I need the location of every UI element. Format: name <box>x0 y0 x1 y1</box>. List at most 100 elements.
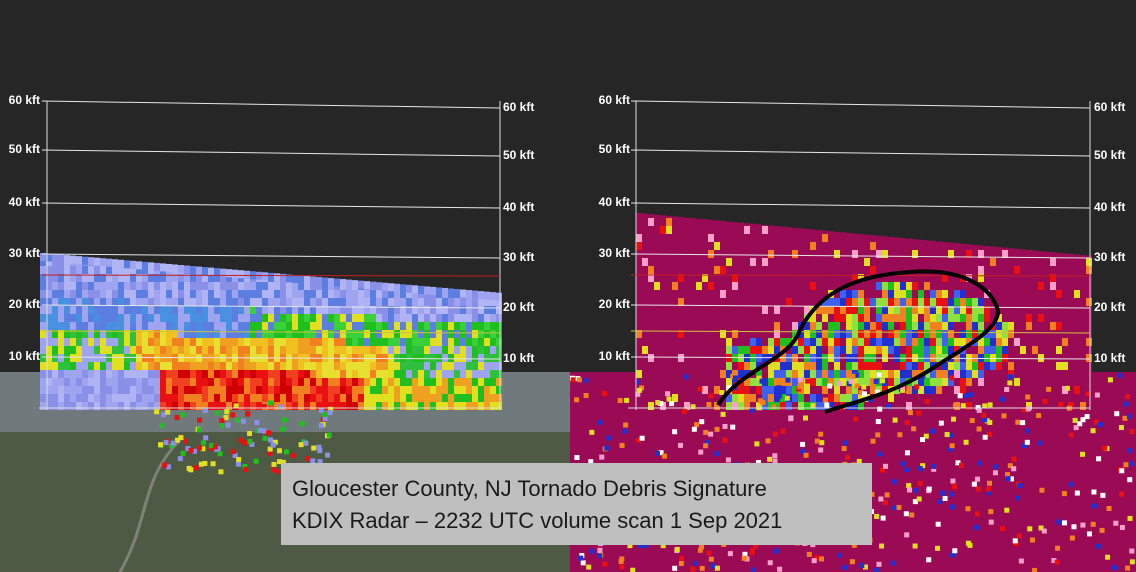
radar-cell <box>136 290 142 298</box>
radar-cell <box>220 268 226 277</box>
radar-cell <box>244 330 250 338</box>
radar-cell <box>840 330 846 338</box>
radar-cell <box>1080 402 1086 410</box>
radar-cell <box>112 362 118 370</box>
ground-cell <box>862 564 868 570</box>
ground-cell <box>986 486 992 492</box>
radar-cell <box>454 289 460 297</box>
radar-cell <box>424 402 430 410</box>
radar-cell <box>936 346 942 354</box>
ground-cell <box>959 462 965 468</box>
level-line <box>41 330 501 334</box>
radar-cell <box>196 378 202 386</box>
radar-cell <box>942 330 948 338</box>
radar-cell <box>484 362 490 370</box>
radar-cell <box>406 290 412 298</box>
radar-cell <box>774 362 780 370</box>
radar-cell <box>346 306 352 314</box>
radar-cell <box>936 338 942 346</box>
radar-cell <box>166 362 172 370</box>
ground-cell <box>277 459 283 465</box>
radar-cell <box>412 314 418 322</box>
radar-cell <box>798 362 804 370</box>
radar-cell <box>864 306 870 314</box>
radar-cell <box>678 330 684 338</box>
ground-cell <box>754 441 760 447</box>
ground-cell <box>604 445 610 451</box>
radar-cell <box>40 402 46 410</box>
radar-cell <box>178 265 184 273</box>
radar-cell <box>918 346 924 354</box>
radar-cell <box>124 298 130 306</box>
radar-cell <box>382 346 388 354</box>
radar-cell <box>454 378 460 386</box>
radar-cell <box>906 362 912 370</box>
ground-cell <box>1008 476 1014 482</box>
ground-cell <box>891 479 897 485</box>
radar-cell <box>430 314 436 322</box>
ground-cell <box>993 464 999 470</box>
ground-cell <box>765 438 771 444</box>
radar-cell <box>238 346 244 354</box>
ground-cell <box>1024 439 1030 445</box>
radar-cell <box>334 362 340 370</box>
radar-cell <box>996 346 1002 354</box>
radar-cell <box>376 290 382 298</box>
radar-cell <box>424 322 430 330</box>
radar-cell <box>804 346 810 354</box>
radar-cell <box>70 282 76 290</box>
radar-cell <box>148 402 154 410</box>
radar-cell <box>966 322 972 330</box>
radar-cell <box>424 286 430 295</box>
ground-cell <box>245 411 251 417</box>
ground-cell <box>968 392 974 398</box>
radar-cell <box>876 362 882 370</box>
radar-cell <box>40 338 46 346</box>
radar-cell <box>178 394 184 402</box>
radar-cell <box>792 386 798 394</box>
radar-cell <box>124 322 130 330</box>
radar-cell <box>268 362 274 370</box>
ground-cell <box>586 564 592 570</box>
radar-cell <box>154 370 160 378</box>
radar-cell <box>900 306 906 314</box>
radar-cell <box>148 314 154 322</box>
radar-cell <box>496 370 502 378</box>
radar-cell <box>214 346 220 354</box>
radar-cell <box>76 378 82 386</box>
radar-cell <box>148 262 154 271</box>
radar-cell <box>250 370 256 378</box>
radar-column <box>1032 250 1038 410</box>
radar-cell <box>774 322 780 330</box>
radar-cell <box>88 314 94 322</box>
radar-cell <box>292 386 298 394</box>
radar-cell <box>852 274 858 282</box>
ground-cell <box>950 478 956 484</box>
grid-line <box>630 356 1091 360</box>
radar-cell <box>906 298 912 306</box>
radar-cell <box>70 370 76 378</box>
ground-cell <box>1084 414 1090 420</box>
ground-cell <box>720 411 726 417</box>
radar-cell <box>40 322 46 330</box>
radar-cell <box>732 402 738 410</box>
radar-cell <box>136 402 142 410</box>
radar-cell <box>322 330 328 338</box>
radar-cell <box>124 394 130 402</box>
radar-cell <box>942 322 948 330</box>
radar-cell <box>370 338 376 346</box>
radar-cell <box>858 314 864 322</box>
radar-cell <box>484 370 490 378</box>
ground-cell <box>900 460 906 466</box>
ground-cell <box>1092 503 1098 509</box>
ground-cell <box>643 542 649 548</box>
radar-cell <box>244 394 250 402</box>
radar-cell <box>148 362 154 370</box>
radar-cell <box>382 298 388 306</box>
radar-cell <box>298 338 304 346</box>
radar-column <box>756 224 762 410</box>
radar-cell <box>232 269 238 278</box>
radar-cell <box>466 362 472 370</box>
radar-cell <box>1074 290 1080 298</box>
radar-cell <box>822 298 828 306</box>
